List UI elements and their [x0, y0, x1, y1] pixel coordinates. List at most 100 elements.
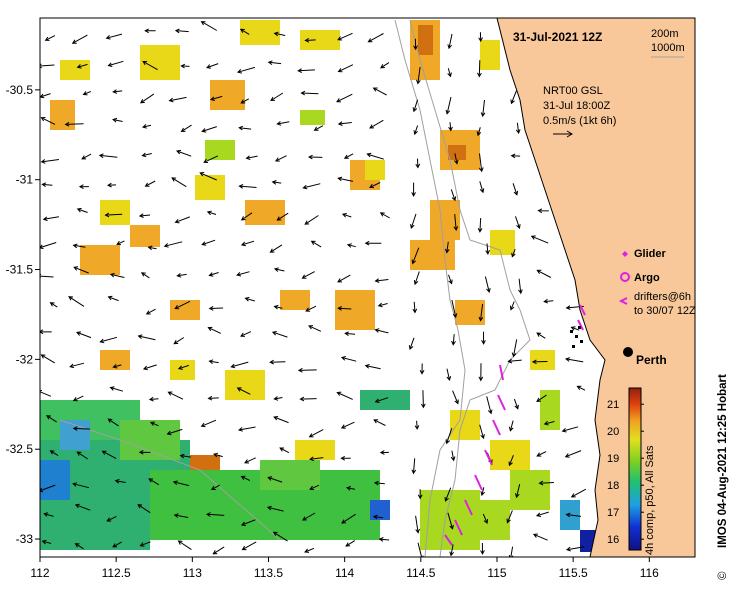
current-arrow — [266, 505, 284, 512]
argo-label: Argo — [634, 272, 660, 284]
current-arrow — [245, 155, 258, 160]
current-arrow — [138, 213, 151, 218]
current-arrow — [565, 546, 585, 552]
current-arrow — [337, 274, 351, 283]
current-arrow — [511, 339, 518, 358]
current-arrow — [40, 354, 55, 364]
current-arrow — [412, 301, 418, 314]
current-arrow — [176, 273, 187, 278]
current-arrow — [518, 278, 523, 295]
current-arrow — [447, 33, 453, 50]
current-arrow — [271, 180, 282, 185]
current-arrow — [46, 415, 57, 423]
current-arrow — [273, 267, 285, 272]
current-arrow — [337, 64, 354, 73]
current-arrow — [379, 450, 389, 455]
current-arrow — [308, 429, 324, 438]
current-arrow — [104, 212, 123, 218]
current-arrow — [112, 117, 123, 123]
current-arrow — [345, 486, 355, 491]
current-arrow — [536, 451, 547, 457]
colorbar-tick-label: 21 — [607, 399, 619, 411]
current-arrow — [74, 543, 84, 550]
current-arrow — [480, 487, 485, 497]
current-arrow — [416, 66, 421, 85]
current-arrow — [337, 306, 352, 311]
depth-legend-1000m: 1000m — [651, 42, 685, 54]
current-arrow — [174, 28, 189, 34]
current-arrow — [445, 96, 452, 115]
current-arrow — [310, 240, 322, 248]
current-arrow — [297, 68, 315, 73]
current-arrow — [272, 531, 288, 542]
current-arrow — [412, 99, 419, 113]
x-tick-label: 112 — [30, 566, 49, 580]
current-arrow — [530, 235, 549, 244]
current-arrow — [140, 272, 150, 279]
current-arrow — [76, 63, 88, 69]
current-arrow — [481, 331, 486, 345]
y-tick-label: -31.5 — [6, 263, 34, 277]
current-arrow — [213, 452, 223, 458]
current-arrow — [479, 424, 485, 440]
current-arrow — [72, 395, 84, 402]
current-arrow — [236, 387, 251, 395]
current-arrow — [274, 155, 287, 162]
current-arrow — [269, 244, 283, 253]
y-axis: -30.5 -31 -31.5 -32 -32.5 -33 — [6, 83, 40, 546]
x-tick-label: 112.5 — [102, 566, 131, 580]
current-arrow — [276, 212, 289, 221]
current-arrow — [341, 513, 356, 524]
current-arrow — [208, 359, 219, 364]
current-arrow — [141, 124, 152, 129]
current-arrow — [346, 243, 356, 248]
depth-legend-200m: 200m — [651, 28, 679, 40]
current-arrow — [40, 329, 52, 335]
current-arrow — [173, 513, 189, 518]
current-arrow — [336, 93, 353, 103]
current-arrow — [112, 541, 122, 548]
current-arrow — [107, 60, 124, 67]
current-arrow — [411, 182, 416, 197]
current-arrow — [142, 60, 158, 71]
current-arrow — [341, 213, 352, 218]
current-arrow — [168, 96, 187, 103]
current-arrow — [451, 334, 456, 346]
current-arrow — [477, 60, 482, 78]
current-arrow — [508, 455, 514, 467]
current-arrow — [106, 182, 117, 188]
current-arrow — [570, 488, 587, 498]
current-arrow — [107, 418, 119, 427]
current-arrow — [105, 33, 123, 40]
current-arrow — [485, 243, 490, 255]
current-arrow — [372, 87, 387, 96]
x-tick-label: 115 — [487, 566, 506, 580]
current-arrow — [180, 63, 190, 69]
current-arrow — [415, 158, 421, 169]
current-arrow — [538, 480, 554, 486]
colorbar-label: 4h comp, p50, All Sats — [644, 445, 656, 555]
current-arrow — [486, 396, 493, 415]
current-arrow — [343, 153, 354, 159]
current-arrow — [72, 482, 90, 489]
current-product: NRT00 GSL — [543, 85, 603, 97]
current-arrow — [445, 427, 453, 445]
current-arrow — [41, 539, 52, 545]
current-arrow — [206, 210, 217, 216]
current-arrow — [173, 337, 185, 345]
perth-label: Perth — [636, 353, 667, 367]
current-arrow — [42, 216, 59, 222]
current-arrow — [413, 271, 420, 286]
x-axis: 112 112.5 113 113.5 114 114.5 115 115.5 116 — [30, 557, 659, 580]
current-arrow — [201, 126, 217, 133]
current-arrow — [98, 153, 118, 159]
current-arrow — [273, 31, 286, 37]
colorbar-tick-label: 18 — [607, 480, 619, 492]
current-arrow — [40, 159, 59, 164]
current-arrow — [139, 541, 151, 547]
current-arrow — [369, 182, 381, 189]
current-arrow — [147, 245, 157, 251]
current-arrow — [512, 183, 519, 196]
current-arrow — [107, 295, 119, 302]
current-arrow — [200, 21, 218, 31]
